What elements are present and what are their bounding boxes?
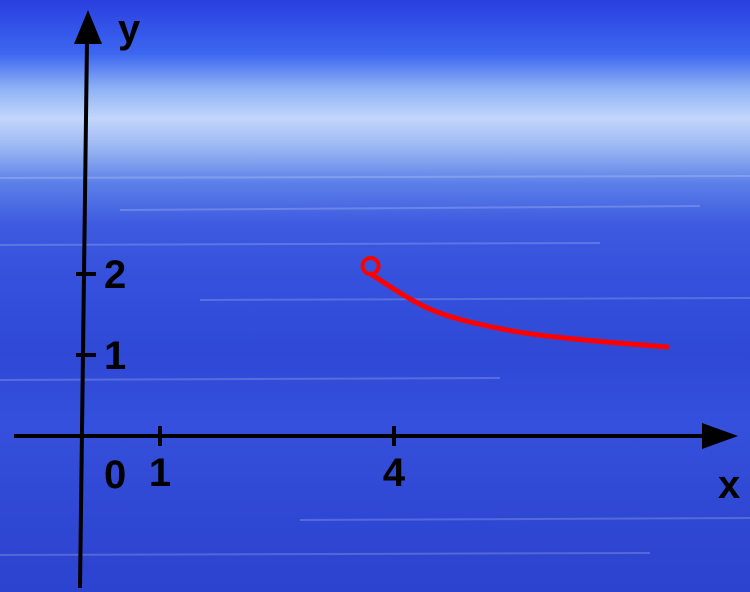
y-ticks: 12 bbox=[76, 253, 126, 378]
x-tick-label-1: 1 bbox=[149, 451, 171, 495]
x-axis-label: x bbox=[718, 463, 740, 507]
y-axis-arrow bbox=[74, 10, 102, 44]
x-axis-arrow bbox=[702, 423, 738, 449]
origin-label: 0 bbox=[104, 453, 126, 497]
open-endpoint bbox=[360, 256, 381, 276]
x-tick-label-4: 4 bbox=[383, 451, 406, 495]
y-tick-label-1: 1 bbox=[104, 334, 126, 378]
y-axis-label: y bbox=[118, 7, 141, 51]
background-streaks bbox=[0, 175, 750, 556]
function-curve bbox=[368, 271, 670, 350]
y-tick-label-2: 2 bbox=[104, 253, 126, 297]
y-axis bbox=[78, 39, 89, 589]
